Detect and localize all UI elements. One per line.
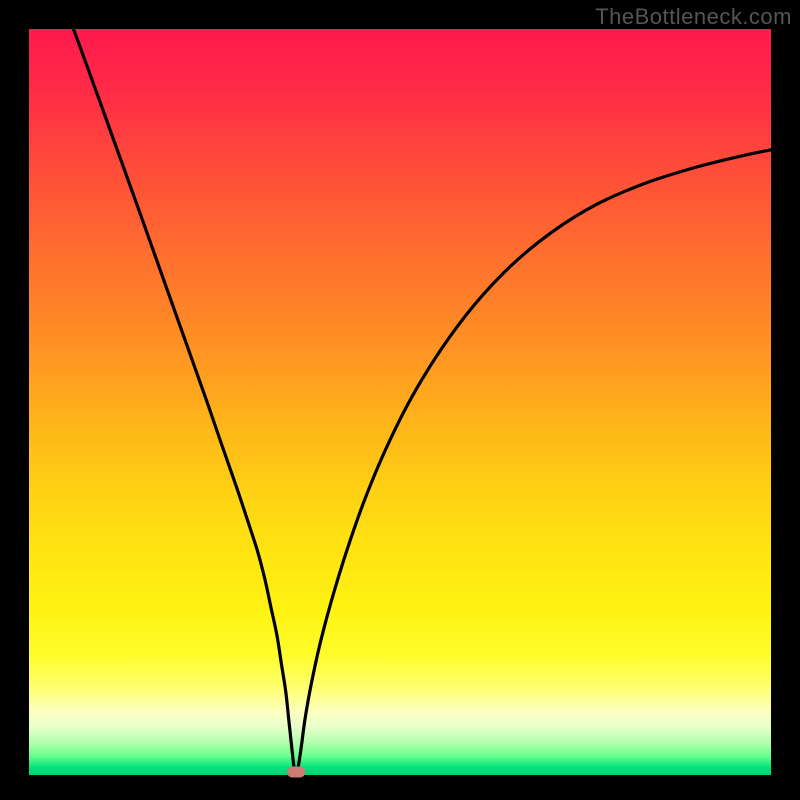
optimal-point-marker — [287, 767, 305, 778]
chart-container: TheBottleneck.com — [0, 0, 800, 800]
bottleneck-curve-chart — [0, 0, 800, 800]
plot-background — [29, 29, 771, 775]
watermark-label: TheBottleneck.com — [595, 4, 792, 30]
